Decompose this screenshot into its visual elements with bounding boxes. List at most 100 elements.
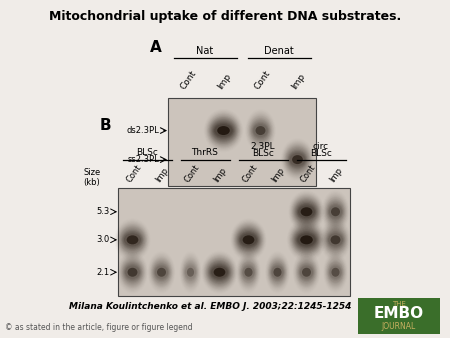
Ellipse shape [290,153,305,166]
Ellipse shape [292,196,321,227]
Ellipse shape [252,121,270,141]
Ellipse shape [235,225,262,255]
Ellipse shape [235,226,261,254]
Ellipse shape [208,115,239,146]
Ellipse shape [242,265,255,280]
Text: ThrRS: ThrRS [192,148,218,157]
Ellipse shape [294,229,319,251]
Ellipse shape [331,235,341,244]
Ellipse shape [123,261,142,284]
Ellipse shape [252,122,269,139]
Ellipse shape [125,265,140,280]
Ellipse shape [240,233,257,246]
Ellipse shape [208,261,231,284]
Ellipse shape [123,232,142,247]
Ellipse shape [207,259,233,286]
Ellipse shape [329,265,342,280]
Ellipse shape [295,200,318,223]
Ellipse shape [243,235,254,244]
Ellipse shape [330,266,342,279]
Text: Nat: Nat [196,46,214,56]
Ellipse shape [328,263,342,281]
Ellipse shape [256,126,266,135]
Text: Cont: Cont [299,163,318,184]
Ellipse shape [296,202,317,222]
Ellipse shape [238,230,259,250]
Ellipse shape [270,262,285,282]
Ellipse shape [211,266,228,279]
Ellipse shape [292,226,320,254]
Ellipse shape [210,118,237,143]
Text: © as stated in the article, figure or figure legend: © as stated in the article, figure or fi… [5,323,193,332]
Ellipse shape [331,207,340,216]
Text: Imp: Imp [154,166,171,184]
Ellipse shape [328,204,342,219]
Ellipse shape [298,205,315,218]
Ellipse shape [253,123,268,138]
Ellipse shape [271,265,284,280]
Text: Cont: Cont [179,69,198,91]
Text: Cont: Cont [253,69,273,91]
Ellipse shape [289,152,306,167]
Ellipse shape [210,263,230,281]
Text: BLSc: BLSc [252,149,274,158]
Text: Imp: Imp [270,166,287,184]
Ellipse shape [251,119,270,142]
Ellipse shape [329,205,342,218]
Ellipse shape [328,262,343,282]
Ellipse shape [122,230,143,250]
Ellipse shape [154,263,169,281]
Text: Milana Koulintchenko et al. EMBO J. 2003;22:1245-1254: Milana Koulintchenko et al. EMBO J. 2003… [69,302,351,311]
Text: 5.3: 5.3 [97,207,110,216]
Ellipse shape [297,203,316,221]
Text: Cont: Cont [241,163,260,184]
Ellipse shape [293,198,320,225]
Ellipse shape [293,197,320,226]
Ellipse shape [210,265,229,280]
Ellipse shape [126,235,138,244]
Ellipse shape [210,117,238,144]
Text: A: A [150,40,162,55]
Ellipse shape [185,266,196,279]
Ellipse shape [123,262,142,282]
Text: Cont: Cont [183,163,202,184]
Ellipse shape [327,231,344,249]
Ellipse shape [286,147,309,172]
Ellipse shape [238,231,258,249]
Ellipse shape [122,259,144,286]
Ellipse shape [209,262,230,282]
Ellipse shape [297,232,316,247]
Ellipse shape [217,126,230,135]
Ellipse shape [126,266,140,279]
Ellipse shape [292,155,303,164]
Text: Denat: Denat [264,46,294,56]
Ellipse shape [124,233,141,246]
Ellipse shape [297,261,315,284]
Ellipse shape [293,227,320,252]
Ellipse shape [127,268,137,277]
Ellipse shape [332,268,340,277]
Ellipse shape [328,233,342,246]
Ellipse shape [120,227,145,252]
Ellipse shape [297,204,316,219]
Text: ds2.3PL: ds2.3PL [126,126,159,135]
Ellipse shape [211,119,236,142]
Ellipse shape [157,268,166,277]
Ellipse shape [244,268,252,277]
Ellipse shape [206,258,233,287]
Ellipse shape [292,225,321,255]
Ellipse shape [119,225,146,255]
Ellipse shape [124,263,141,281]
Ellipse shape [205,257,234,288]
Ellipse shape [236,227,261,252]
Ellipse shape [214,124,233,137]
Ellipse shape [297,233,315,246]
Ellipse shape [250,118,271,143]
Text: Imp: Imp [212,166,229,184]
Ellipse shape [212,121,235,141]
Ellipse shape [285,146,310,173]
Ellipse shape [301,207,312,216]
Ellipse shape [153,262,170,282]
Text: BLSc: BLSc [310,149,332,158]
Ellipse shape [300,266,313,279]
